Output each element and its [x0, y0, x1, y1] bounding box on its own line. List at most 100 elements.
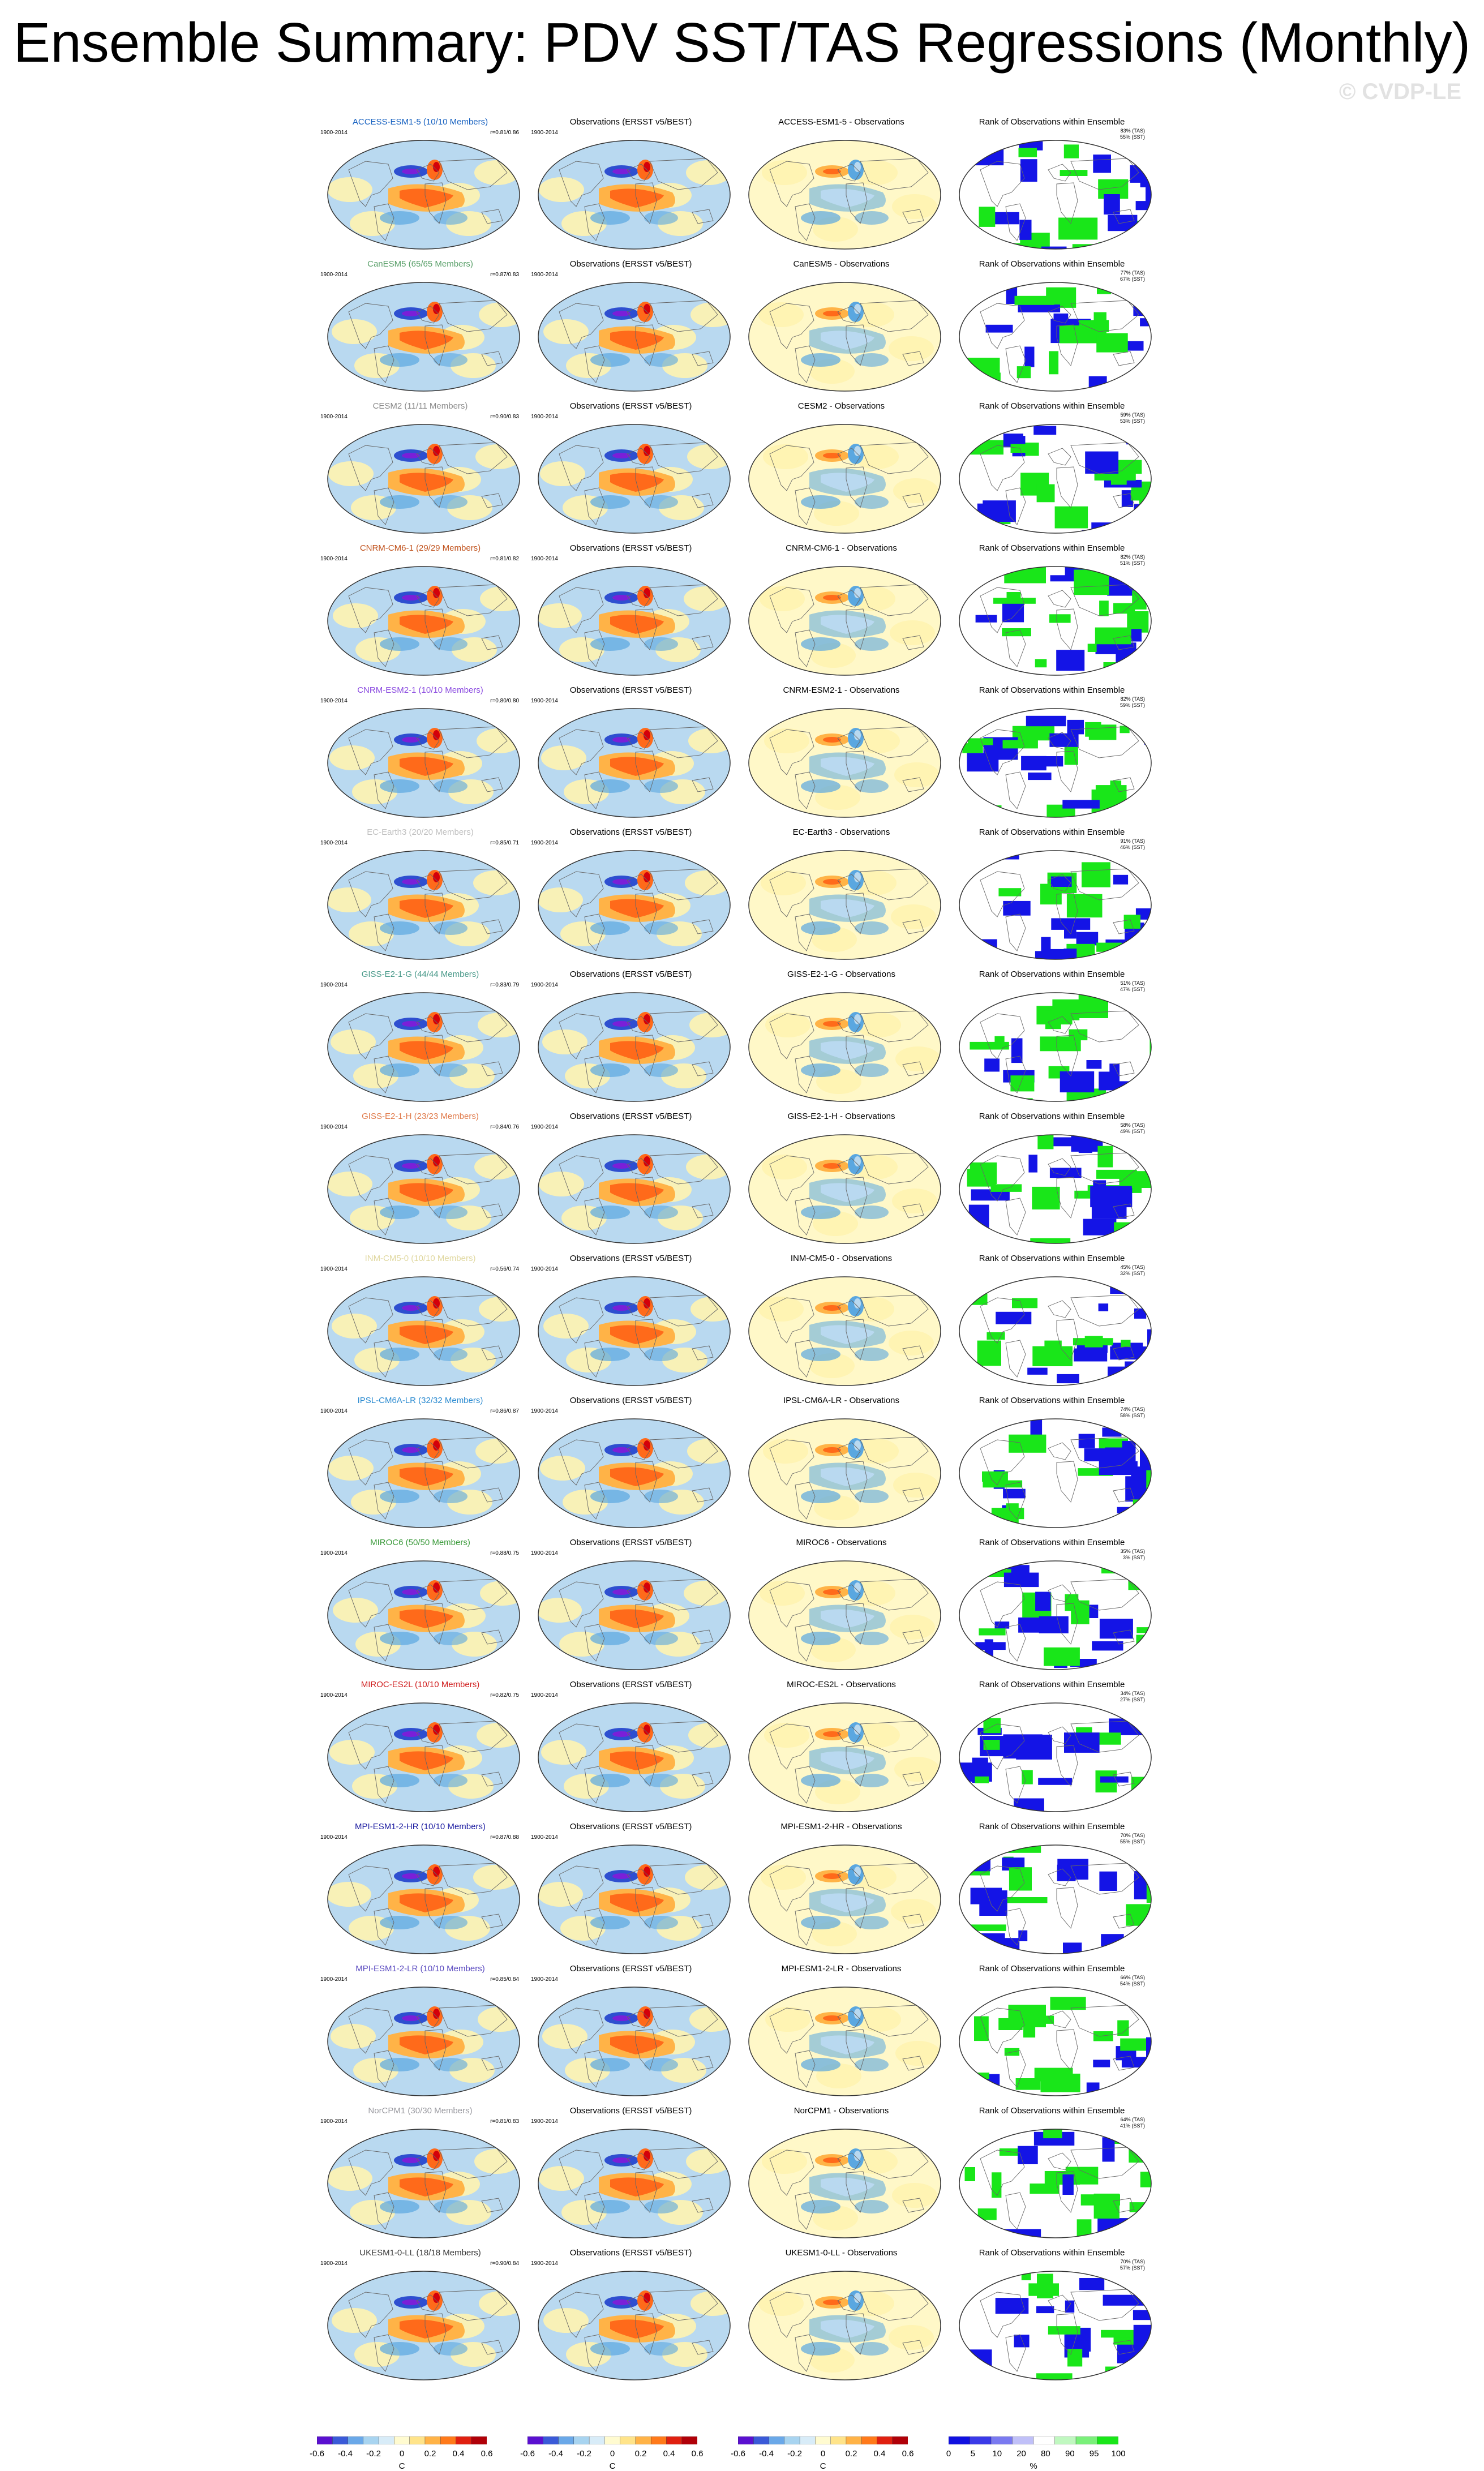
tas-percent: 74% (TAS) [1120, 1406, 1145, 1412]
rank-title: Rank of Observations within Ensemble [979, 1538, 1125, 1547]
difference-map [748, 1844, 941, 1954]
rank-percentages: 91% (TAS) 46% (SST) [1120, 838, 1145, 851]
obs-regression-map [538, 1844, 731, 1954]
tas-percent: 34% (TAS) [1120, 1691, 1145, 1696]
colorbar-tick: 95 [1089, 2449, 1099, 2459]
diff-title: UKESM1-0-LL - Observations [785, 2248, 898, 2258]
rank-title: Rank of Observations within Ensemble [979, 2248, 1125, 2258]
rank-title: Rank of Observations within Ensemble [979, 1822, 1125, 1831]
obs-panel: Observations (ERSST v5/BEST) 1900-2014 [527, 2099, 734, 2241]
difference-map [748, 424, 941, 534]
colorbar-tick: -0.2 [366, 2449, 381, 2459]
colorbar-tick: 90 [1065, 2449, 1075, 2459]
diff-title: INM-CM5-0 - Observations [790, 1254, 893, 1263]
rank-panel: Rank of Observations within Ensemble 82% … [949, 679, 1155, 821]
sst-percent: 55% (SST) [1120, 134, 1145, 140]
rank-title: Rank of Observations within Ensemble [979, 1964, 1125, 1974]
sst-percent: 58% (SST) [1120, 1413, 1145, 1418]
years-label: 1900-2014 [320, 556, 348, 562]
difference-map [748, 1276, 941, 1386]
tas-percent: 83% (TAS) [1120, 128, 1145, 134]
colorbar-tick: 20 [1017, 2449, 1026, 2459]
obs-title: Observations (ERSST v5/BEST) [569, 117, 692, 127]
diff-panel: UKESM1-0-LL - Observations [738, 2241, 945, 2383]
rank-panel: Rank of Observations within Ensemble 82% … [949, 537, 1155, 679]
years-label: 1900-2014 [320, 414, 348, 420]
colorbar-unit: C [398, 2461, 405, 2471]
rank-title: Rank of Observations within Ensemble [979, 827, 1125, 837]
diff-title: IPSL-CM6A-LR - Observations [783, 1396, 900, 1405]
tas-percent: 59% (TAS) [1120, 412, 1145, 418]
years-label: 1900-2014 [531, 1976, 558, 1983]
obs-regression-map [538, 850, 731, 960]
diff-panel: CESM2 - Observations [738, 394, 945, 537]
difference-map [748, 566, 941, 676]
rank-title: Rank of Observations within Ensemble [979, 117, 1125, 127]
obs-regression-map [538, 2129, 731, 2238]
colorbar-tick: -0.6 [310, 2449, 324, 2459]
model-title: INM-CM5-0 (10/10 Members) [364, 1254, 476, 1263]
rank-percentages: 70% (TAS) 57% (SST) [1120, 2259, 1145, 2271]
diff-title: CNRM-ESM2-1 - Observations [783, 685, 900, 695]
obs-panel: Observations (ERSST v5/BEST) 1900-2014 [527, 252, 734, 394]
model-row: CESM2 (11/11 Members) 1900-2014 r=0.90/0.8… [317, 394, 1166, 537]
years-label: 1900-2014 [531, 698, 558, 704]
model-title: EC-Earth3 (20/20 Members) [367, 827, 474, 837]
model-regression-map [327, 2129, 520, 2238]
model-title: CNRM-CM6-1 (29/29 Members) [359, 543, 481, 553]
model-row: NorCPM1 (30/30 Members) 1900-2014 r=0.81/0… [317, 2099, 1166, 2241]
pattern-correlation: r=0.80/0.80 [490, 698, 519, 704]
diff-title: NorCPM1 - Observations [794, 2106, 889, 2116]
pattern-correlation: r=0.84/0.76 [490, 1124, 519, 1130]
diff-panel: EC-Earth3 - Observations [738, 821, 945, 963]
diff-title: EC-Earth3 - Observations [792, 827, 890, 837]
rank-percentages: 59% (TAS) 53% (SST) [1120, 412, 1145, 424]
diff-panel: CNRM-CM6-1 - Observations [738, 537, 945, 679]
diff-panel: GISS-E2-1-H - Observations [738, 1105, 945, 1247]
years-label: 1900-2014 [320, 2118, 348, 2125]
diff-panel: CanESM5 - Observations [738, 252, 945, 394]
model-regression-map [327, 140, 520, 250]
obs-title: Observations (ERSST v5/BEST) [569, 1964, 692, 1974]
obs-panel: Observations (ERSST v5/BEST) 1900-2014 [527, 1389, 734, 1531]
rank-map [959, 850, 1152, 960]
rank-map [959, 1276, 1152, 1386]
rank-percentages: 70% (TAS) 55% (SST) [1120, 1833, 1145, 1845]
obs-regression-map [538, 2271, 731, 2380]
rank-map [959, 1134, 1152, 1244]
rank-map [959, 566, 1152, 676]
obs-panel: Observations (ERSST v5/BEST) 1900-2014 [527, 1957, 734, 2099]
model-row: CNRM-CM6-1 (29/29 Members) 1900-2014 r=0.8… [317, 537, 1166, 679]
model-title: CNRM-ESM2-1 (10/10 Members) [357, 685, 483, 695]
tas-percent: 51% (TAS) [1120, 980, 1145, 986]
years-label: 1900-2014 [320, 1124, 348, 1130]
sst-percent: 59% (SST) [1120, 702, 1145, 708]
rank-panel: Rank of Observations within Ensemble 59% … [949, 394, 1155, 537]
model-regression-map [327, 850, 520, 960]
rank-percentages: 74% (TAS) 58% (SST) [1120, 1406, 1145, 1419]
difference-map [748, 2129, 941, 2238]
colorbar-tick: 0.2 [634, 2449, 647, 2459]
diff-title: MPI-ESM1-2-LR - Observations [781, 1964, 902, 1974]
years-label: 1900-2014 [531, 840, 558, 846]
rank-percentages: 51% (TAS) 47% (SST) [1120, 980, 1145, 993]
model-panel: MPI-ESM1-2-HR (10/10 Members) 1900-2014 r=… [317, 1815, 524, 1957]
model-title: CanESM5 (65/65 Members) [367, 259, 473, 269]
rank-panel: Rank of Observations within Ensemble 34% … [949, 1673, 1155, 1815]
colorbar-tick: 0.4 [873, 2449, 886, 2459]
colorbar-tick: -0.6 [731, 2449, 745, 2459]
years-label: 1900-2014 [531, 2118, 558, 2125]
colorbar-tick: 0.6 [481, 2449, 493, 2459]
years-label: 1900-2014 [531, 1124, 558, 1130]
model-regression-map [327, 1418, 520, 1528]
model-regression-map [327, 1987, 520, 2096]
colorbar-tick: 100 [1111, 2449, 1126, 2459]
difference-map [748, 140, 941, 250]
years-label: 1900-2014 [320, 130, 348, 136]
model-row: IPSL-CM6A-LR (32/32 Members) 1900-2014 r=0… [317, 1389, 1166, 1531]
model-title: MIROC6 (50/50 Members) [370, 1538, 470, 1547]
obs-panel: Observations (ERSST v5/BEST) 1900-2014 [527, 394, 734, 537]
model-panel: CanESM5 (65/65 Members) 1900-2014 r=0.87/0… [317, 252, 524, 394]
obs-title: Observations (ERSST v5/BEST) [569, 1112, 692, 1121]
model-title: ACCESS-ESM1-5 (10/10 Members) [352, 117, 488, 127]
